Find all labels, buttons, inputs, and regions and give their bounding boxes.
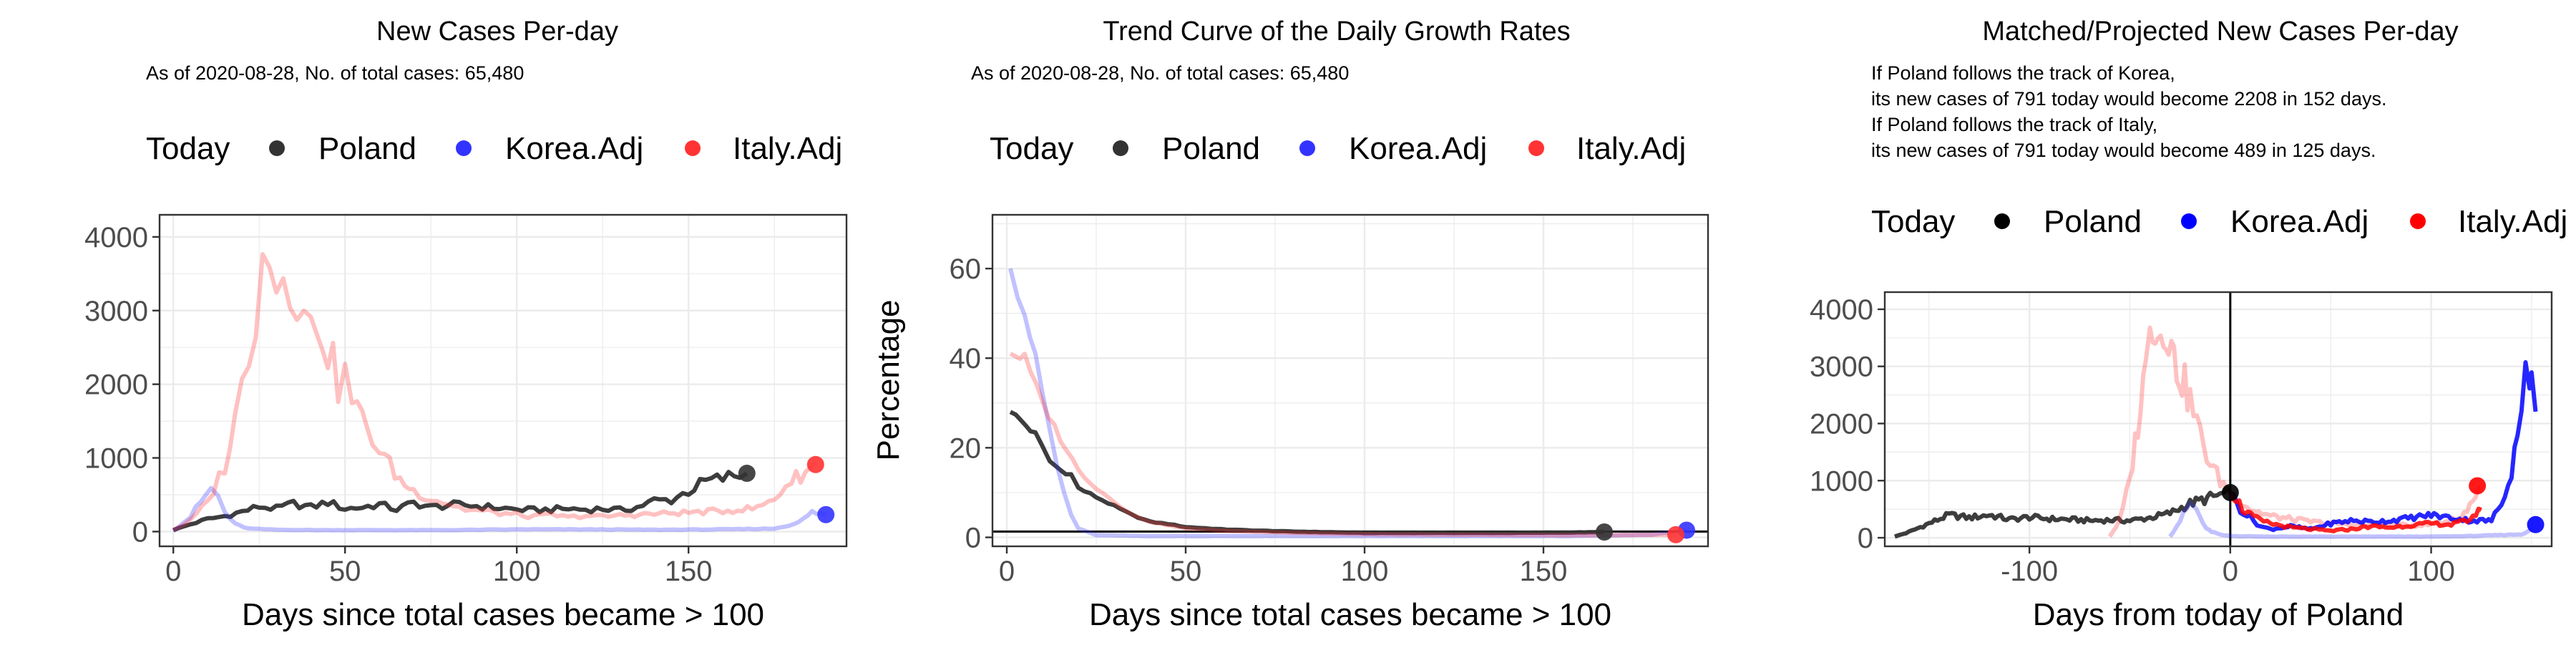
chart-note-line-3: If Poland follows the track of Italy, bbox=[1871, 114, 2157, 135]
plot-border bbox=[1883, 291, 2553, 548]
y-tick-label: 0 bbox=[965, 522, 981, 553]
x-tick-label: 150 bbox=[1520, 556, 1568, 587]
legend: Today Poland Korea.Adj Italy.Adj bbox=[146, 131, 842, 166]
legend-label-poland: Poland bbox=[318, 131, 416, 166]
y-tick-label: 1000 bbox=[1810, 465, 1873, 497]
chart-title: Matched/Projected New Cases Per-day bbox=[1982, 16, 2458, 47]
chart-subtitle: As of 2020-08-28, No. of total cases: 65… bbox=[146, 62, 524, 84]
series-group bbox=[1008, 268, 1687, 538]
legend: Today Poland Korea.Adj Italy.Adj bbox=[1871, 204, 2567, 239]
chart-panel-2: Trend Curve of the Daily Growth Rates As… bbox=[859, 0, 1717, 644]
y-tick-label: 2000 bbox=[84, 369, 148, 401]
legend-title: Today bbox=[1871, 204, 1955, 239]
series-group bbox=[1894, 325, 2538, 539]
legend-key-italy bbox=[2410, 213, 2426, 229]
today-point-poland bbox=[1596, 523, 1613, 541]
series-line-poland bbox=[1894, 485, 2233, 539]
series-group bbox=[172, 252, 826, 533]
legend-key-poland bbox=[1113, 140, 1128, 156]
chart-note-line-1: If Poland follows the track of Korea, bbox=[1871, 62, 2175, 84]
x-axis-label: Days from today of Poland bbox=[2033, 597, 2404, 632]
plot-area: 0 50 100 150 0 1000 2000 3000 4000 bbox=[84, 213, 848, 587]
gridlines bbox=[160, 215, 847, 546]
gridlines bbox=[1885, 292, 2552, 546]
chart-panel-1: New Cases Per-day As of 2020-08-28, No. … bbox=[0, 0, 859, 644]
legend-label-korea: Korea.Adj bbox=[1349, 131, 1487, 166]
series-line-italy-adj bbox=[1009, 352, 1677, 538]
legend-key-korea bbox=[1299, 140, 1315, 156]
x-tick-label: 50 bbox=[329, 556, 361, 587]
legend-key-poland bbox=[269, 140, 285, 156]
legend-label-italy: Italy.Adj bbox=[2458, 204, 2567, 239]
x-tick-label: -100 bbox=[2001, 556, 2058, 587]
y-tick-label: 0 bbox=[1858, 523, 1873, 554]
legend: Today Poland Korea.Adj Italy.Adj bbox=[990, 131, 1686, 166]
chart-svg-3: Matched/Projected New Cases Per-day If P… bbox=[1810, 16, 2567, 632]
legend-label-poland: Poland bbox=[2044, 204, 2142, 239]
today-point-korea-adj bbox=[817, 506, 835, 523]
y-tick-label: 40 bbox=[950, 343, 982, 374]
series-line-korea-adj-history bbox=[2168, 500, 2533, 539]
series-line-poland bbox=[1009, 410, 1604, 536]
plot-area: 0 50 100 150 0 20 40 60 bbox=[950, 213, 1709, 587]
y-tick-label: 2000 bbox=[1810, 408, 1873, 440]
x-tick-label: 100 bbox=[1341, 556, 1389, 587]
legend-title: Today bbox=[990, 131, 1073, 166]
legend-title: Today bbox=[146, 131, 230, 166]
chart-title: New Cases Per-day bbox=[376, 16, 618, 47]
gridlines bbox=[992, 215, 1708, 546]
x-tick-label: 150 bbox=[665, 556, 713, 587]
legend-key-korea bbox=[456, 140, 472, 156]
chart-note-line-4: its new cases of 791 today would become … bbox=[1871, 140, 2376, 161]
legend-key-italy bbox=[1528, 140, 1544, 156]
x-tick-label: 100 bbox=[493, 556, 541, 587]
plot-border bbox=[991, 213, 1709, 548]
today-point-korea-adj bbox=[2527, 516, 2545, 533]
y-tick-label: 20 bbox=[950, 432, 982, 464]
legend-label-poland: Poland bbox=[1162, 131, 1260, 166]
series-line-korea-adj-projection bbox=[2229, 360, 2538, 533]
today-point-poland bbox=[2221, 483, 2239, 501]
series-line-korea-adj bbox=[172, 485, 826, 533]
chart-svg-2: Trend Curve of the Daily Growth Rates As… bbox=[871, 16, 1709, 632]
y-tick-label: 60 bbox=[950, 253, 982, 285]
legend-key-poland bbox=[1994, 213, 2010, 229]
today-point-italy-adj bbox=[2469, 477, 2487, 495]
x-tick-label: 100 bbox=[2407, 556, 2455, 587]
legend-key-italy bbox=[685, 140, 701, 156]
chart-subtitle: As of 2020-08-28, No. of total cases: 65… bbox=[971, 62, 1349, 84]
chart-title: Trend Curve of the Daily Growth Rates bbox=[1103, 16, 1570, 47]
series-line-poland bbox=[172, 470, 748, 533]
x-tick-label: 0 bbox=[165, 556, 181, 587]
y-tick-label: 4000 bbox=[1810, 294, 1873, 326]
x-axis-label: Days since total cases became > 100 bbox=[242, 597, 764, 632]
series-line-italy-adj-history bbox=[2107, 325, 2483, 538]
legend-label-korea: Korea.Adj bbox=[505, 131, 643, 166]
today-point-italy-adj bbox=[806, 455, 824, 473]
y-tick-label: 3000 bbox=[84, 296, 148, 327]
x-tick-label: 0 bbox=[999, 556, 1015, 587]
legend-label-italy: Italy.Adj bbox=[733, 131, 842, 166]
x-tick-label: 0 bbox=[2223, 556, 2238, 587]
y-tick-label: 1000 bbox=[84, 443, 148, 475]
chart-svg-1: New Cases Per-day As of 2020-08-28, No. … bbox=[84, 16, 848, 632]
legend-label-italy: Italy.Adj bbox=[1576, 131, 1686, 166]
series-line-italy-adj bbox=[172, 252, 818, 533]
today-point-poland bbox=[738, 465, 756, 483]
today-point-italy-adj bbox=[1667, 526, 1684, 543]
y-tick-label: 3000 bbox=[1810, 352, 1873, 383]
x-axis-label: Days since total cases became > 100 bbox=[1089, 597, 1611, 632]
y-axis-label: Percentage bbox=[871, 299, 906, 460]
y-tick-label: 4000 bbox=[84, 222, 148, 253]
series-line-korea-adj bbox=[1008, 268, 1687, 538]
chart-panel-3: Matched/Projected New Cases Per-day If P… bbox=[1717, 0, 2576, 644]
legend-label-korea: Korea.Adj bbox=[2230, 204, 2368, 239]
plot-border bbox=[158, 213, 848, 548]
y-tick-label: 0 bbox=[132, 516, 148, 548]
series-line-italy-adj-projection bbox=[2228, 491, 2482, 533]
legend-key-korea bbox=[2181, 213, 2197, 229]
x-tick-label: 50 bbox=[1170, 556, 1202, 587]
chart-note-line-2: its new cases of 791 today would become … bbox=[1871, 88, 2386, 110]
